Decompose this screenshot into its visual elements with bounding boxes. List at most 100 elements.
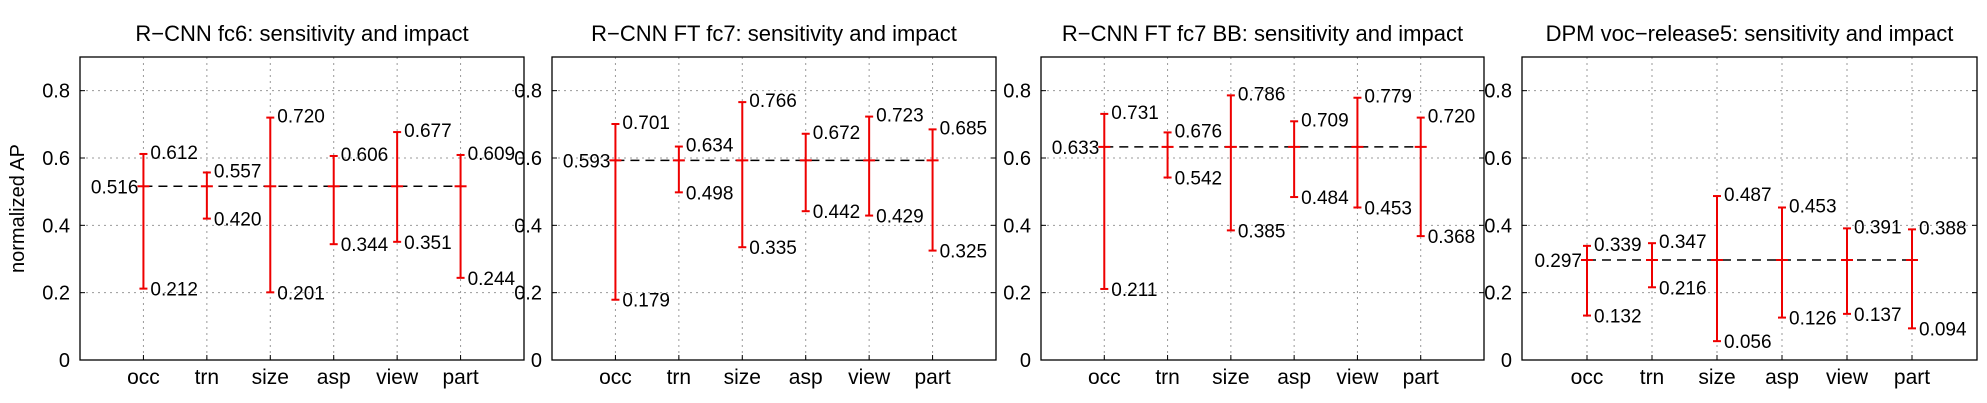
max-value-label: 0.453 [1789,196,1837,217]
mean-label: 0.633 [1052,138,1100,159]
y-tick-label: 0 [1020,350,1031,372]
min-value-label: 0.429 [876,207,924,228]
max-value-label: 0.677 [404,121,452,142]
mean-label: 0.516 [91,177,139,198]
min-value-label: 0.351 [404,233,452,254]
min-value-label: 0.212 [150,280,198,301]
x-tick-label: asp [789,366,823,389]
y-tick-label: 0.8 [42,81,70,103]
max-value-label: 0.701 [622,113,670,134]
max-value-label: 0.720 [1428,107,1476,128]
x-tick-label: view [848,366,891,389]
x-tick-label: part [1894,366,1930,389]
max-value-label: 0.606 [341,145,389,166]
y-tick-label: 0.4 [42,215,70,237]
chart-title: R−CNN fc6: sensitivity and impact [135,21,468,46]
max-value-label: 0.339 [1594,235,1642,256]
min-value-label: 0.201 [277,283,325,304]
y-tick-label: 0.2 [42,283,70,305]
x-tick-label: size [1212,366,1249,389]
x-tick-label: view [376,366,419,389]
y-tick-label: 0.2 [1484,283,1512,305]
chart-panel-2: R−CNN FT fc7: sensitivity and impact 0 0.2… [514,21,997,389]
min-value-label: 0.442 [813,202,861,223]
x-tick-label: asp [1277,366,1311,389]
max-value-label: 0.391 [1854,217,1902,238]
min-value-label: 0.132 [1594,307,1642,328]
max-value-label: 0.672 [813,123,861,144]
min-value-label: 0.056 [1724,332,1772,353]
mean-label: 0.593 [563,151,611,172]
y-tick-label: 0.2 [1003,283,1031,305]
x-tick-label: occ [1571,366,1604,389]
max-value-label: 0.388 [1919,218,1967,239]
x-tick-label: part [1403,366,1439,389]
x-tick-label: view [1336,366,1379,389]
min-value-label: 0.335 [749,238,797,259]
max-value-label: 0.766 [749,91,797,112]
x-tick-label: asp [317,366,351,389]
min-value-label: 0.344 [341,235,389,256]
mean-label: 0.297 [1534,251,1582,272]
min-value-label: 0.179 [622,291,670,312]
y-tick-label: 0 [1501,350,1512,372]
axes-box [551,56,997,361]
y-tick-label: 0.6 [514,148,542,170]
x-tick-label: trn [195,366,220,389]
x-tick-label: part [914,366,950,389]
min-value-label: 0.325 [940,242,988,263]
y-tick-label: 0.4 [514,215,542,237]
axes-box [79,56,525,361]
y-tick-label: 0.2 [514,283,542,305]
chart-title: R−CNN FT fc7: sensitivity and impact [591,21,957,46]
max-value-label: 0.609 [468,144,516,165]
y-tick-label: 0 [531,350,542,372]
min-value-label: 0.453 [1364,198,1412,219]
x-tick-label: size [724,366,761,389]
y-axis-label: normalized AP [7,144,29,273]
axes-box [1040,56,1485,361]
max-value-label: 0.612 [150,143,198,164]
min-value-label: 0.542 [1175,169,1223,190]
min-value-label: 0.368 [1428,227,1476,248]
min-value-label: 0.126 [1789,309,1837,330]
min-value-label: 0.137 [1854,305,1902,326]
min-value-label: 0.385 [1238,221,1286,242]
x-tick-label: trn [1640,366,1665,389]
y-tick-label: 0.4 [1484,215,1512,237]
min-value-label: 0.484 [1301,188,1349,209]
chart-panel-1: R−CNN fc6: sensitivity and impact 0 0.2 0.4… [42,21,525,389]
y-tick-label: 0.8 [1484,81,1512,103]
x-tick-label: trn [1155,366,1180,389]
chart-title: R−CNN FT fc7 BB: sensitivity and impact [1062,21,1463,46]
max-value-label: 0.557 [214,161,262,182]
max-value-label: 0.786 [1238,84,1286,105]
y-tick-label: 0.6 [1484,148,1512,170]
max-value-label: 0.723 [876,106,924,127]
x-tick-label: asp [1765,366,1799,389]
min-value-label: 0.216 [1659,278,1707,299]
max-value-label: 0.634 [686,136,734,157]
x-tick-label: trn [667,366,692,389]
max-value-label: 0.709 [1301,110,1349,131]
chart-panel-4: DPM voc−release5: sensitivity and impact… [1484,21,1978,389]
chart-panel-3: R−CNN FT fc7 BB: sensitivity and impact 0… [1003,21,1485,389]
y-tick-label: 0.4 [1003,215,1031,237]
max-value-label: 0.720 [277,107,325,128]
y-tick-label: 0.8 [514,81,542,103]
y-tick-label: 0 [59,350,70,372]
max-value-label: 0.779 [1364,87,1412,108]
chart-title: DPM voc−release5: sensitivity and impact [1546,21,1954,46]
x-tick-label: part [442,366,478,389]
axes-box [1521,56,1978,361]
max-value-label: 0.731 [1111,103,1159,124]
x-tick-label: occ [599,366,632,389]
min-value-label: 0.498 [686,183,734,204]
min-value-label: 0.420 [214,210,262,231]
x-tick-label: size [1698,366,1735,389]
x-tick-label: size [252,366,289,389]
y-tick-label: 0.6 [1003,148,1031,170]
x-tick-label: occ [1088,366,1121,389]
x-tick-label: view [1826,366,1869,389]
